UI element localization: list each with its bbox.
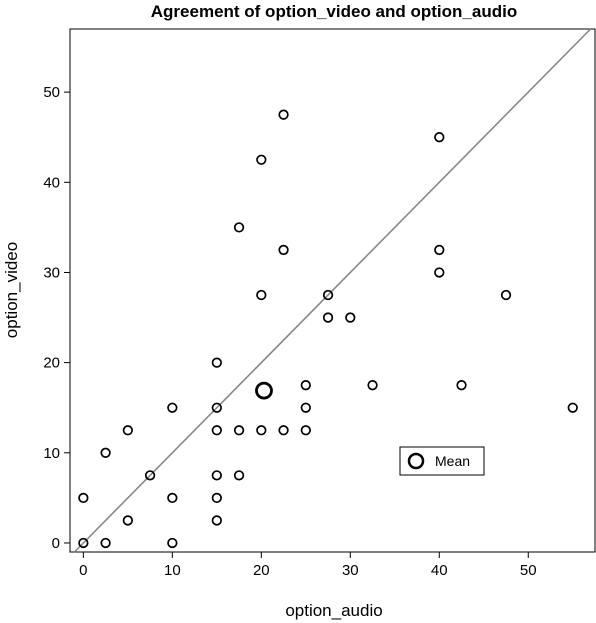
data-point <box>211 515 222 526</box>
legend-mean-marker <box>407 452 425 470</box>
data-point <box>300 425 311 436</box>
y-tick-label: 40 <box>43 174 60 191</box>
data-point <box>211 402 222 413</box>
data-point <box>278 109 289 120</box>
data-point <box>211 470 222 481</box>
data-point <box>122 425 133 436</box>
y-tick-label: 0 <box>52 535 60 552</box>
data-point <box>300 402 311 413</box>
data-point <box>233 425 245 436</box>
legend-box <box>399 446 485 476</box>
data-point <box>434 244 445 256</box>
data-point <box>144 470 156 481</box>
y-tick-label: 30 <box>43 264 60 281</box>
data-point <box>278 244 289 256</box>
x-tick-label: 40 <box>431 562 448 579</box>
data-point <box>456 380 467 391</box>
data-point <box>367 380 378 391</box>
legend-label: Mean <box>435 453 470 469</box>
y-tick-label: 20 <box>43 355 60 372</box>
data-point <box>167 537 178 549</box>
x-tick-label: 10 <box>164 562 181 579</box>
y-tick-label: 50 <box>43 84 60 101</box>
data-point <box>211 492 222 504</box>
data-point <box>78 492 89 504</box>
data-point <box>233 470 245 481</box>
data-point <box>256 425 267 436</box>
data-point <box>100 537 111 549</box>
data-point <box>434 267 445 278</box>
data-point <box>256 289 267 301</box>
data-point <box>256 154 267 165</box>
y-axis-label: option_video <box>2 242 21 338</box>
plot-frame <box>69 28 596 553</box>
data-point <box>567 402 578 413</box>
data-point <box>211 357 222 368</box>
data-point <box>500 289 512 301</box>
data-point <box>278 425 289 436</box>
data-point <box>122 515 133 526</box>
y-tick-label: 10 <box>43 445 60 462</box>
x-tick-label: 0 <box>79 562 87 579</box>
data-point <box>78 537 89 549</box>
data-point <box>322 289 334 301</box>
data-point <box>233 222 245 233</box>
data-point <box>434 132 445 143</box>
mean-point <box>255 381 273 400</box>
x-tick-label: 20 <box>253 562 270 579</box>
data-point <box>167 402 178 413</box>
data-point <box>211 425 222 436</box>
x-tick-label: 50 <box>520 562 537 579</box>
legend: Mean <box>399 446 485 476</box>
data-point <box>100 447 111 458</box>
data-point <box>167 492 178 504</box>
data-point <box>345 312 356 323</box>
data-point <box>322 312 334 323</box>
x-tick-label: 30 <box>342 562 359 579</box>
data-point <box>300 380 311 391</box>
chart-title: Agreement of option_video and option_aud… <box>151 2 517 21</box>
identity-line <box>73 28 592 553</box>
x-axis-label: option_audio <box>285 601 382 620</box>
